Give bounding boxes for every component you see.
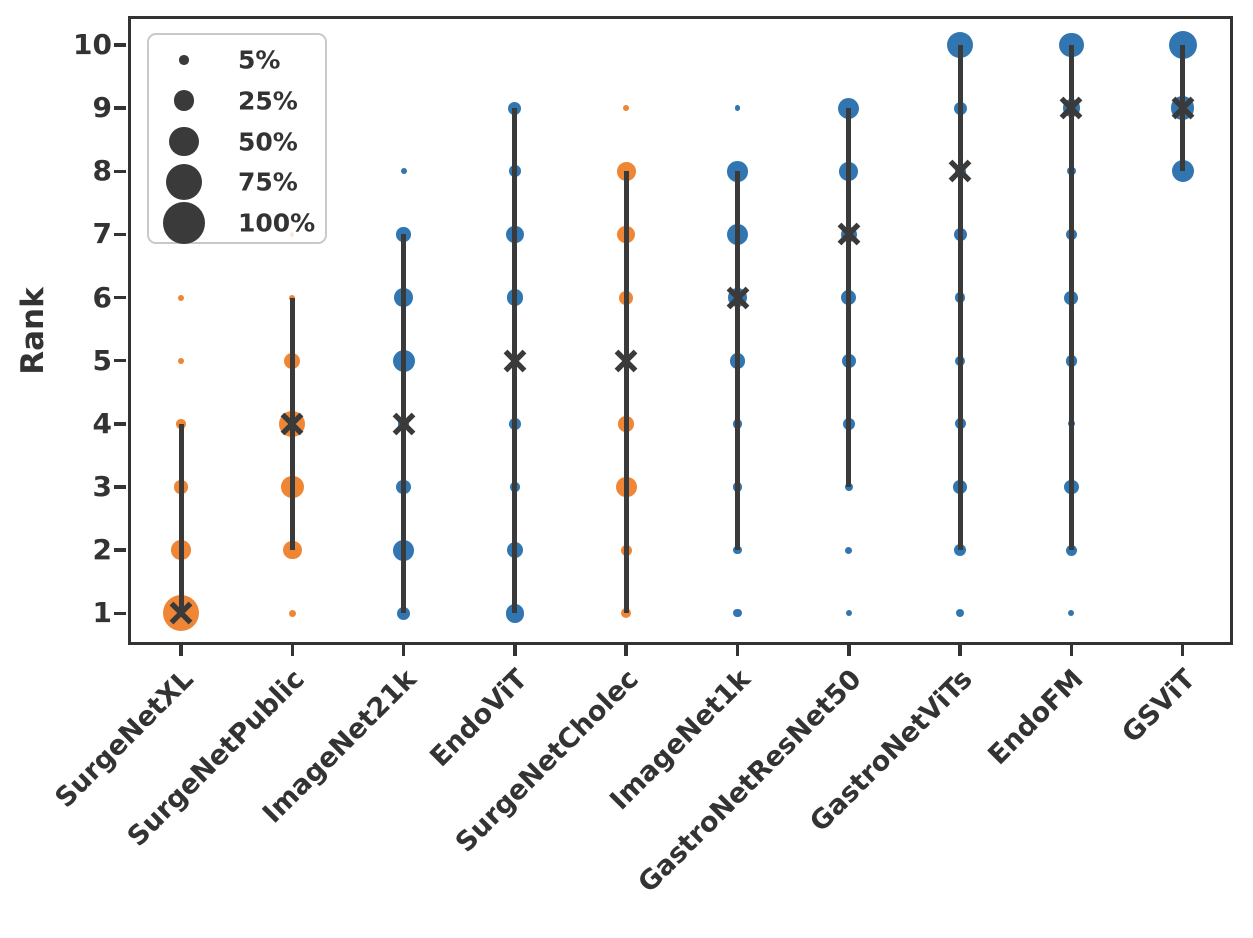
- x-marker-icon: [726, 286, 749, 310]
- bubble-SurgeNetXL-rank-4: [176, 419, 186, 429]
- bubble-SurgeNetPublic-rank-1: [288, 609, 296, 617]
- bubble-SurgeNetPublic-rank-2: [282, 540, 302, 560]
- size-legend: 5% 25% 50% 75% 100%: [147, 33, 327, 244]
- median-x-marker-GSViT: [1170, 95, 1196, 125]
- bubble-ImageNet1k-rank-2: [733, 545, 742, 555]
- y-tick-label-10: 10: [73, 28, 112, 62]
- x-marker-icon: [280, 412, 304, 436]
- x-marker-icon: [503, 349, 527, 373]
- legend-bubble-icon: [173, 90, 195, 112]
- bubble-EndoViT-rank-1: [505, 603, 525, 623]
- range-line-GastroNetResNet50: [846, 108, 852, 487]
- y-tick-mark: [114, 422, 126, 426]
- bubble-SurgeNetCholec-rank-1: [621, 608, 632, 619]
- range-line-GastroNetViTs: [957, 45, 963, 551]
- y-tick-label-4: 4: [92, 406, 112, 440]
- y-tick-label-2: 2: [92, 533, 112, 567]
- bubble-ImageNet1k-rank-1: [733, 609, 742, 618]
- y-tick-mark: [114, 358, 126, 363]
- median-x-marker-ImageNet21k: [391, 411, 417, 441]
- range-line-SurgeNetCholec: [623, 171, 629, 614]
- x-tick-mark: [847, 644, 851, 656]
- median-x-marker-GastroNetViTs: [947, 158, 973, 188]
- legend-bubble-icon: [165, 164, 203, 201]
- x-tick-mark: [401, 644, 406, 656]
- y-tick-label-1: 1: [92, 596, 112, 630]
- y-tick-mark: [114, 169, 126, 174]
- bubble-SurgeNetXL-rank-5: [178, 357, 184, 364]
- bubble-SurgeNetXL-rank-6: [178, 294, 184, 301]
- x-marker-icon: [1059, 96, 1083, 120]
- x-marker-icon: [1171, 96, 1195, 120]
- x-marker-icon: [392, 412, 416, 436]
- bubble-GastroNetResNet50-rank-1: [845, 610, 852, 617]
- legend-bubble-icon: [179, 55, 189, 65]
- median-x-marker-GastroNetResNet50: [836, 221, 862, 251]
- x-tick-mark: [735, 644, 740, 656]
- y-tick-label-3: 3: [92, 470, 112, 504]
- bubble-SurgeNetCholec-rank-8: [616, 161, 636, 181]
- x-tick-mark: [179, 644, 183, 656]
- x-tick-mark: [290, 644, 295, 656]
- median-x-marker-SurgeNetCholec: [613, 348, 639, 378]
- bubble-ImageNet21k-rank-1: [397, 606, 411, 620]
- legend-label: 100%: [238, 208, 316, 238]
- x-tick-mark: [1069, 644, 1074, 656]
- bubble-ImageNet1k-rank-9: [734, 105, 741, 112]
- legend-bubble-icon: [169, 126, 199, 157]
- legend-label: 75%: [238, 167, 298, 197]
- legend-label: 25%: [238, 86, 298, 116]
- y-tick-label-8: 8: [92, 154, 112, 188]
- range-line-ImageNet1k: [735, 171, 740, 551]
- x-tick-mark: [1180, 644, 1185, 656]
- y-tick-mark: [114, 611, 126, 616]
- x-tick-mark: [958, 644, 962, 656]
- range-line-SurgeNetXL: [178, 423, 184, 614]
- y-tick-label-6: 6: [92, 280, 112, 314]
- bubble-SurgeNetCholec-rank-9: [623, 105, 630, 112]
- y-tick-label-9: 9: [92, 91, 112, 125]
- y-tick-mark: [114, 232, 126, 237]
- x-tick-mark: [624, 644, 628, 656]
- bubble-EndoFM-rank-1: [1068, 610, 1075, 617]
- x-marker-icon: [948, 159, 972, 183]
- median-x-marker-SurgeNetPublic: [279, 411, 305, 441]
- bubble-EndoFM-rank-2: [1065, 544, 1077, 556]
- bubble-GSViT-rank-8: [1171, 160, 1194, 183]
- bubble-ImageNet21k-rank-8: [400, 168, 407, 175]
- y-tick-mark: [114, 43, 126, 47]
- median-x-marker-ImageNet1k: [725, 285, 751, 315]
- x-marker-icon: [614, 349, 638, 373]
- y-tick-mark: [114, 106, 126, 110]
- bubble-GastroNetResNet50-rank-3: [844, 482, 853, 492]
- legend-label: 5%: [238, 45, 281, 75]
- y-tick-mark: [114, 548, 126, 552]
- x-marker-icon: [169, 601, 193, 625]
- y-tick-mark: [114, 295, 126, 300]
- legend-bubble-icon: [163, 202, 205, 244]
- y-tick-label-5: 5: [92, 343, 112, 377]
- legend-label: 50%: [238, 127, 298, 156]
- x-tick-mark: [513, 644, 517, 656]
- median-x-marker-EndoViT: [502, 348, 528, 378]
- y-tick-mark: [114, 485, 126, 489]
- bubble-SurgeNetPublic-rank-6: [289, 294, 296, 301]
- x-marker-icon: [837, 223, 861, 246]
- bubble-ImageNet1k-rank-8: [727, 161, 748, 182]
- range-line-EndoFM: [1068, 45, 1074, 551]
- y-tick-label-7: 7: [92, 217, 112, 251]
- median-x-marker-EndoFM: [1058, 95, 1084, 125]
- bubble-GastroNetResNet50-rank-2: [845, 546, 853, 554]
- bubble-EndoViT-rank-9: [508, 101, 522, 115]
- bubble-GastroNetViTs-rank-1: [955, 609, 965, 618]
- median-x-marker-SurgeNetXL: [168, 600, 194, 630]
- bubble-GastroNetViTs-rank-2: [953, 543, 967, 557]
